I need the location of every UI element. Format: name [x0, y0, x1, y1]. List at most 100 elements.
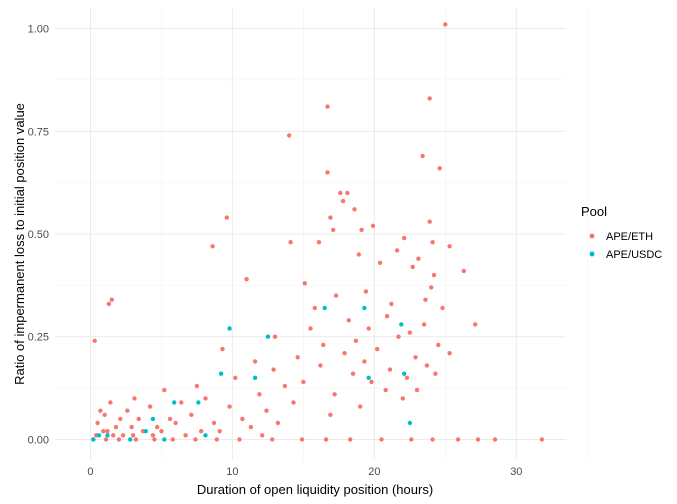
point-ape-eth [359, 227, 364, 233]
point-ape-eth [162, 387, 167, 393]
point-ape-eth [375, 346, 380, 352]
point-ape-eth [358, 404, 363, 409]
point-ape-eth [321, 342, 326, 348]
point-ape-eth [430, 437, 435, 442]
point-ape-eth [400, 396, 405, 401]
point-ape-eth [147, 404, 153, 409]
point-ape-usdc [128, 437, 133, 442]
point-ape-eth [244, 277, 249, 282]
point-ape-eth [167, 416, 173, 422]
point-ape-eth [363, 289, 369, 294]
point-ape-eth [199, 429, 204, 434]
point-ape-eth [348, 437, 353, 442]
legend-label-ape-eth: APE/ETH [606, 231, 653, 243]
point-ape-eth [136, 416, 141, 422]
point-ape-eth [377, 260, 383, 265]
point-ape-eth [288, 240, 293, 245]
x-tick-label: 10 [226, 466, 238, 478]
point-ape-eth [318, 363, 323, 368]
point-ape-eth [328, 215, 333, 220]
point-ape-eth [118, 416, 123, 422]
point-ape-eth [287, 133, 292, 138]
point-ape-eth [170, 437, 175, 442]
point-ape-usdc [407, 420, 413, 426]
point-ape-eth [333, 293, 339, 298]
point-ape-eth [132, 396, 137, 401]
point-ape-eth [338, 190, 343, 196]
point-ape-eth [433, 371, 438, 376]
point-ape-eth [203, 396, 208, 401]
x-axis-ticks: 0 10 20 30 [87, 466, 522, 478]
point-ape-eth [429, 285, 434, 290]
point-ape-eth [332, 392, 337, 397]
point-ape-eth [233, 375, 238, 380]
point-ape-eth [342, 351, 347, 356]
point-ape-eth [106, 301, 112, 307]
point-ape-eth [125, 408, 130, 413]
point-ape-eth [427, 219, 432, 224]
point-ape-eth [155, 424, 160, 430]
point-ape-usdc [399, 322, 404, 327]
point-ape-eth [257, 392, 262, 397]
point-ape-eth [316, 240, 322, 245]
point-ape-eth [159, 429, 164, 434]
point-ape-eth [325, 104, 330, 109]
point-ape-eth [424, 363, 430, 368]
point-ape-eth [224, 215, 229, 220]
point-ape-eth [328, 412, 333, 417]
point-ape-eth [240, 416, 245, 422]
point-ape-eth [312, 305, 317, 311]
point-ape-usdc [143, 429, 148, 434]
point-ape-eth [108, 400, 113, 405]
point-ape-usdc [105, 433, 110, 438]
point-ape-eth [414, 387, 420, 393]
point-ape-eth [353, 338, 359, 343]
point-ape-eth [272, 334, 278, 339]
point-ape-eth [436, 342, 441, 348]
point-ape-eth [352, 207, 357, 212]
point-ape-eth [402, 235, 407, 241]
point-ape-eth [183, 433, 188, 438]
x-tick-label: 0 [87, 466, 93, 478]
point-ape-eth [105, 429, 110, 434]
point-ape-eth [356, 252, 361, 257]
point-ape-usdc [402, 371, 407, 376]
point-ape-eth [252, 359, 258, 364]
point-ape-usdc [162, 437, 167, 442]
legend: Pool APE/ETH APE/USDC [581, 204, 662, 261]
point-ape-eth [220, 346, 225, 352]
point-ape-eth [394, 248, 400, 253]
point-ape-eth [92, 338, 97, 343]
point-ape-eth [423, 297, 428, 302]
point-ape-usdc [91, 437, 96, 442]
point-ape-eth [189, 412, 194, 417]
point-ape-eth [282, 383, 288, 389]
legend-key-ape-eth [589, 233, 595, 239]
point-ape-eth [539, 437, 545, 442]
point-ape-eth [396, 334, 401, 339]
point-ape-eth [129, 424, 134, 430]
point-ape-usdc [227, 326, 232, 331]
point-ape-eth [264, 408, 269, 413]
point-ape-eth [130, 433, 136, 438]
y-tick-label: 0.00 [28, 434, 49, 446]
legend-title: Pool [581, 204, 607, 219]
point-ape-eth [362, 359, 367, 364]
point-ape-eth [152, 437, 157, 442]
point-ape-eth [437, 166, 442, 171]
point-ape-eth [102, 412, 107, 417]
point-ape-eth [331, 227, 336, 233]
point-ape-eth [211, 420, 217, 426]
point-ape-eth [345, 190, 350, 196]
point-ape-eth [455, 437, 461, 442]
point-ape-eth [420, 153, 425, 159]
point-ape-eth [379, 437, 384, 442]
point-ape-eth [120, 433, 126, 438]
point-ape-usdc [366, 375, 371, 380]
x-tick-label: 30 [510, 466, 522, 478]
point-ape-eth [407, 330, 413, 335]
point-ape-eth [369, 379, 374, 385]
point-ape-eth [237, 437, 242, 442]
point-ape-eth [113, 424, 119, 430]
